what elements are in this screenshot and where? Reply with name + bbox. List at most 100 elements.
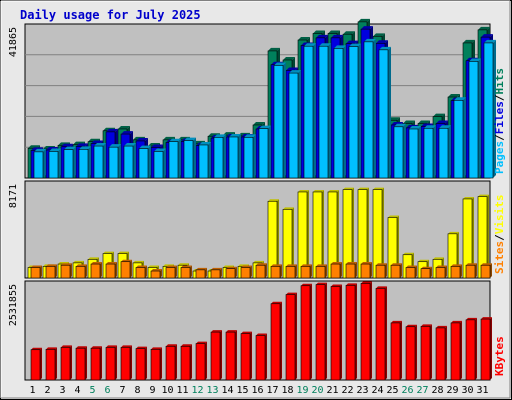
bar-side [400, 263, 402, 278]
bar-face [135, 348, 146, 381]
y-max-label: 8171 [8, 184, 19, 208]
bar-side [220, 330, 222, 380]
bar-face [255, 264, 266, 279]
bar-side [268, 125, 271, 178]
bar-face [45, 349, 56, 381]
bar-top [373, 33, 385, 37]
bar-top [436, 325, 447, 328]
bar-top [61, 263, 72, 266]
x-tick-day-14: 14 [221, 385, 233, 396]
bar-face [63, 149, 74, 179]
bar-top [73, 260, 84, 263]
bar-side [145, 265, 147, 278]
bar-kbytes-day-3 [60, 345, 72, 381]
x-tick-day-11: 11 [176, 385, 188, 396]
bar-side [280, 264, 282, 278]
bar-side [385, 263, 387, 278]
bar-top [316, 282, 327, 285]
bar-side [370, 262, 372, 278]
bar-top [421, 324, 432, 327]
bar-face [180, 345, 191, 381]
bar-face [153, 151, 164, 179]
bar-pages-day-10 [168, 138, 181, 179]
bar-kbytes-day-2 [45, 347, 57, 381]
bar-top [298, 37, 310, 41]
bar-pages-day-3 [63, 146, 76, 179]
bar-side [58, 148, 61, 178]
bar-top [304, 43, 316, 47]
bar-top [79, 146, 91, 150]
bar-top [118, 125, 130, 129]
bar-visits-day-31 [477, 194, 489, 279]
bar-side [238, 133, 241, 178]
bar-face [30, 349, 41, 381]
bar-side [103, 143, 106, 178]
bar-face [165, 267, 176, 279]
bar-sites-day-15 [240, 265, 252, 279]
bar-top [226, 266, 237, 269]
bar-top [358, 187, 369, 190]
bar-side [337, 189, 339, 278]
bar-side [283, 62, 286, 178]
bar-face [345, 285, 356, 381]
bar-face [390, 264, 401, 279]
bar-top [283, 207, 294, 210]
bar-face [420, 268, 431, 279]
x-tick-day-9: 9 [149, 385, 155, 396]
bar-top [328, 30, 340, 34]
bar-visits-day-24 [372, 187, 384, 279]
bar-top [448, 231, 459, 234]
bar-top [151, 144, 163, 148]
bar-kbytes-day-13 [210, 330, 222, 381]
bar-face [333, 48, 344, 179]
bar-pages-day-15 [243, 134, 256, 179]
bar-side [463, 97, 466, 178]
bar-top [139, 145, 151, 149]
bar-kbytes-day-14 [225, 330, 237, 381]
bar-top [394, 123, 406, 127]
x-tick-day-29: 29 [446, 385, 458, 396]
legend-visits_sites: Sites/Visits [493, 195, 506, 275]
bar-top [349, 43, 361, 47]
bar-top [226, 330, 237, 333]
x-tick-day-3: 3 [59, 385, 65, 396]
x-tick-day-4: 4 [74, 385, 80, 396]
bar-sites-day-30 [465, 263, 477, 279]
bar-top [451, 320, 462, 323]
x-tick-day-31: 31 [476, 385, 488, 396]
bar-face [360, 283, 371, 381]
x-tick-day-16: 16 [251, 385, 263, 396]
bar-face [48, 151, 59, 179]
bar-face [255, 335, 266, 381]
bar-face [150, 270, 161, 279]
bar-side [160, 269, 162, 278]
bar-top [136, 265, 147, 268]
bar-face [285, 294, 296, 381]
x-tick-day-28: 28 [431, 385, 443, 396]
bar-side [385, 286, 387, 380]
bar-top [268, 47, 280, 51]
bar-face [240, 333, 251, 381]
bar-sites-day-16 [255, 263, 267, 279]
bar-kbytes-day-31 [480, 317, 492, 381]
bar-visits-day-30 [462, 196, 474, 279]
bar-top [346, 283, 357, 286]
bar-side [118, 144, 121, 178]
bar-top [289, 70, 301, 74]
bar-side [430, 266, 432, 278]
bar-kbytes-day-9 [150, 347, 162, 381]
bar-top [121, 259, 132, 262]
bar-top [433, 113, 445, 117]
chart-title: Daily usage for July 2025 [20, 8, 201, 22]
bar-side [355, 283, 357, 380]
bar-face [105, 263, 116, 279]
bar-top [64, 146, 76, 150]
bar-sites-day-8 [135, 265, 147, 279]
bar-face [420, 326, 431, 381]
bar-face [300, 285, 311, 381]
bar-side [43, 148, 46, 178]
bar-top [376, 40, 388, 44]
x-tick-day-6: 6 [104, 385, 110, 396]
bar-side [85, 346, 87, 380]
bar-pages-day-16 [258, 125, 271, 179]
